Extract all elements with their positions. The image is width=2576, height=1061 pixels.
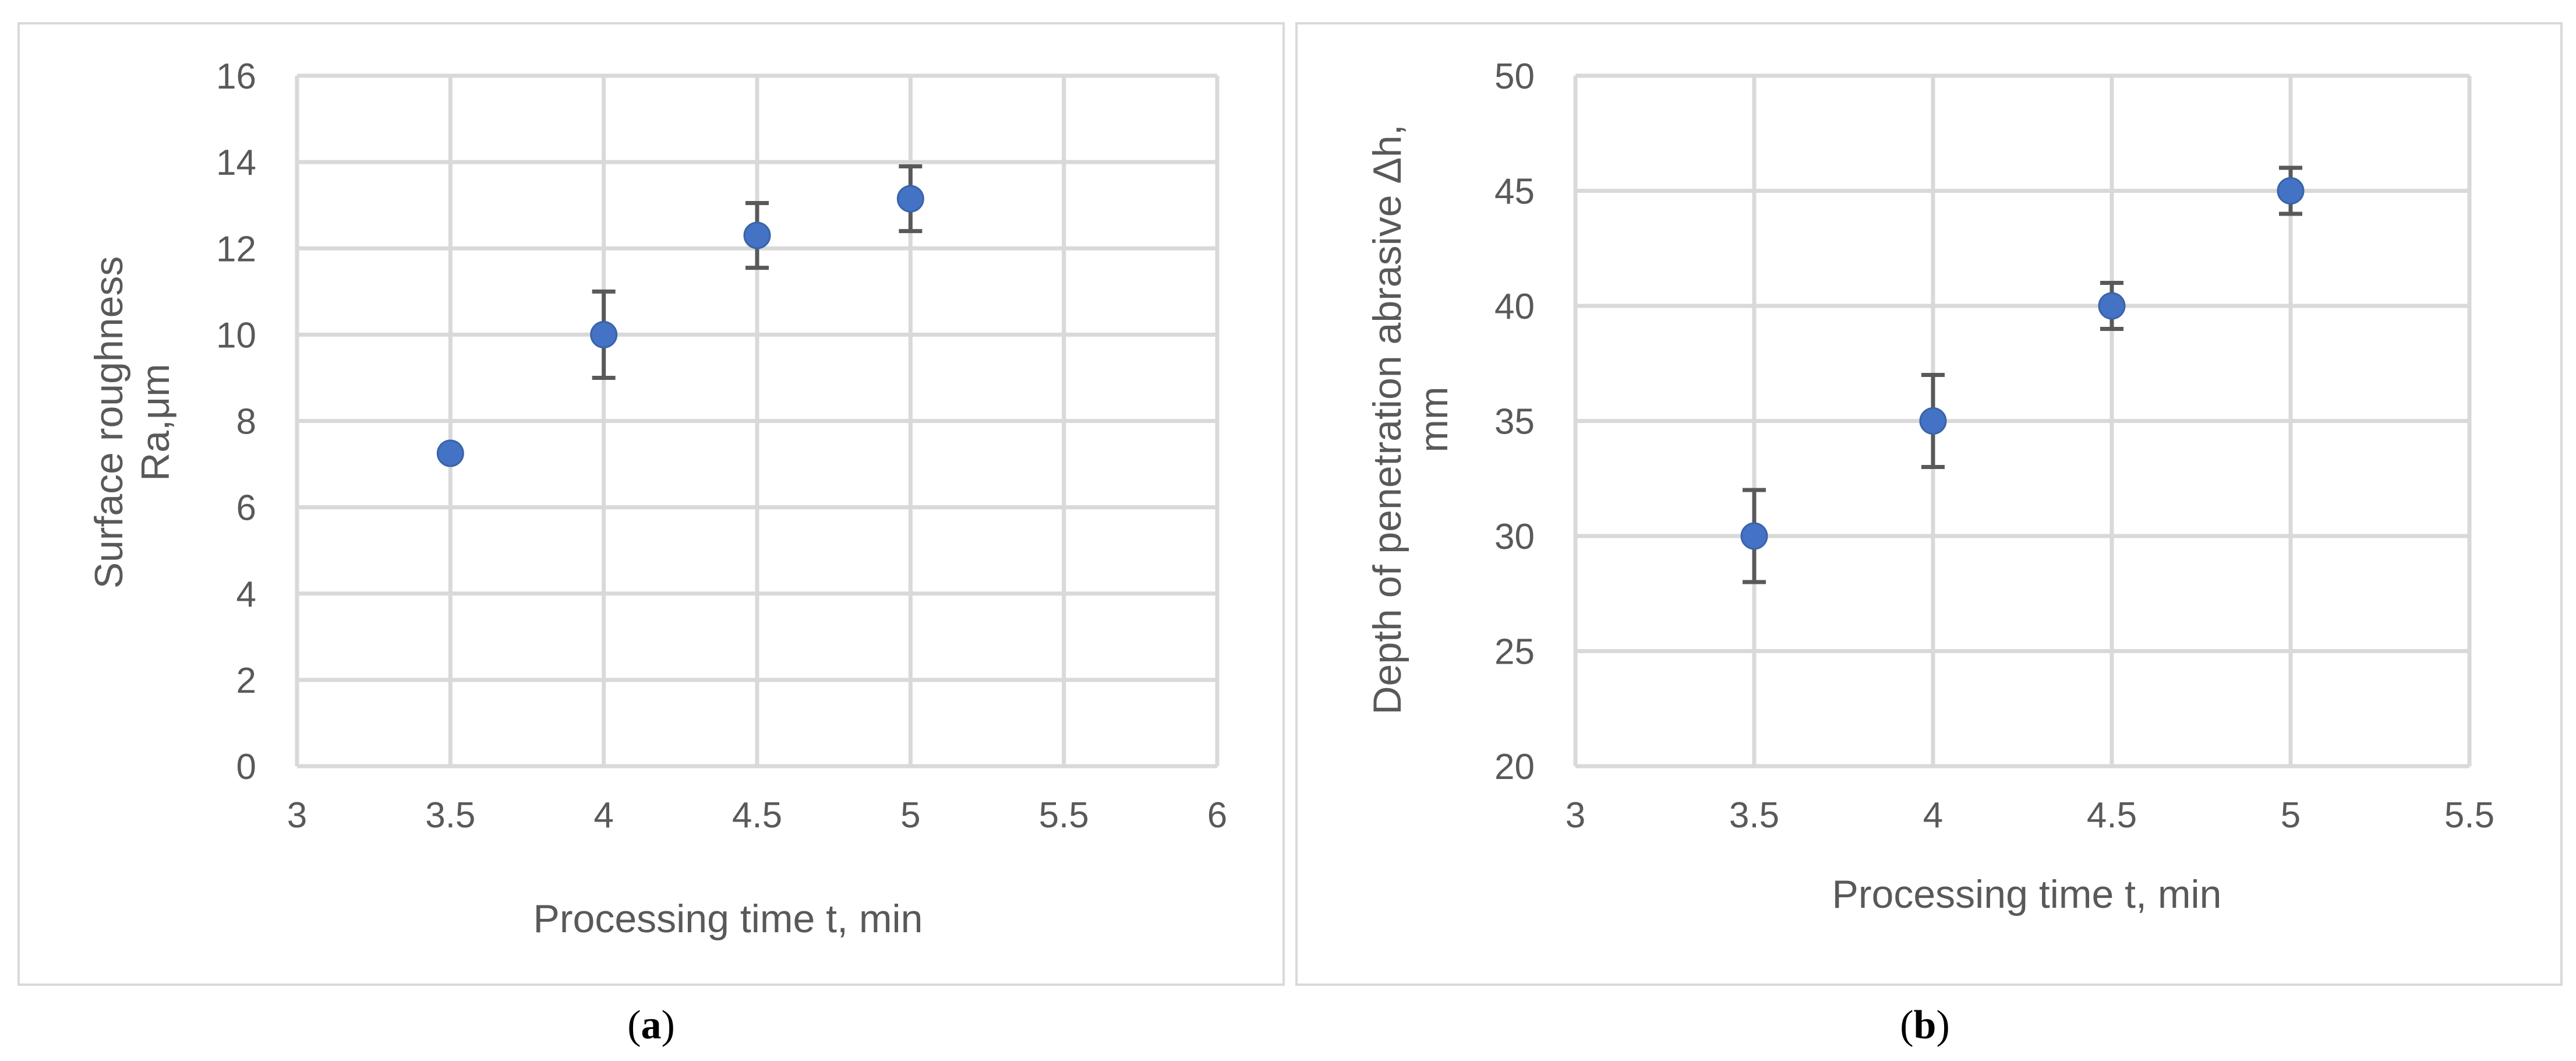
x-tick-label: 6 xyxy=(1207,795,1227,836)
x-axis-title-a: Processing time t, min xyxy=(533,897,923,941)
x-tick-label: 5 xyxy=(900,795,920,836)
y-tick-label: 30 xyxy=(1494,517,1535,557)
caption-a-close: ) xyxy=(662,1003,675,1048)
x-tick-label: 5 xyxy=(2281,795,2301,836)
data-point xyxy=(896,185,924,213)
y-tick-labels-b: 20 25 30 35 40 45 50 xyxy=(1494,57,1535,787)
data-point xyxy=(436,439,464,467)
caption-b-open: ( xyxy=(1900,1003,1913,1048)
x-tick-label: 4.5 xyxy=(732,795,782,836)
x-tick-label: 4.5 xyxy=(2087,795,2137,836)
x-tick-label: 3.5 xyxy=(425,795,475,836)
chart-frame-b xyxy=(1295,22,2563,986)
x-tick-label: 4 xyxy=(1923,795,1943,836)
chart-panel-a: 0 2 4 6 8 10 12 14 16 3 3.5 4 4.5 5 5.5 6 Processing t… xyxy=(17,22,1285,1048)
data-point xyxy=(590,320,618,348)
y-tick-label: 25 xyxy=(1494,632,1535,672)
y-axis-title-b-line2: mm xyxy=(1412,386,1456,452)
y-tick-label: 40 xyxy=(1494,287,1535,327)
x-tick-label: 5.5 xyxy=(2444,795,2494,836)
caption-a-letter: a xyxy=(641,1003,662,1048)
data-point xyxy=(1740,522,1768,550)
y-tick-labels-a: 0 2 4 6 8 10 12 14 16 xyxy=(216,57,256,787)
x-tick-labels-a: 3 3.5 4 4.5 5 5.5 6 xyxy=(287,795,1227,836)
x-tick-label: 4 xyxy=(593,795,613,836)
y-tick-label: 50 xyxy=(1494,57,1535,97)
data-point xyxy=(743,221,771,249)
y-tick-label: 16 xyxy=(216,57,256,97)
y-axis-title-a-line1: Surface roughness xyxy=(87,256,131,589)
y-tick-label: 6 xyxy=(236,488,256,528)
y-tick-label: 14 xyxy=(216,143,256,183)
data-point xyxy=(2277,177,2305,205)
x-tick-label: 3 xyxy=(287,795,307,836)
y-tick-label: 10 xyxy=(216,315,256,355)
y-tick-label: 8 xyxy=(236,402,256,442)
y-axis-title-b-line1: Depth of penetration abrasive Δh, xyxy=(1365,124,1409,714)
y-tick-label: 0 xyxy=(236,747,256,787)
x-axis-title-b: Processing time t, min xyxy=(1832,872,2222,917)
y-tick-label: 12 xyxy=(216,229,256,269)
chart-panel-b: 20 25 30 35 40 45 50 3 3.5 4 4.5 5 5.5 Processing t… xyxy=(1295,22,2563,1048)
x-tick-label: 5.5 xyxy=(1039,795,1089,836)
x-tick-label: 3 xyxy=(1566,795,1585,836)
y-tick-label: 2 xyxy=(236,661,256,701)
y-tick-label: 4 xyxy=(236,574,256,615)
caption-b: (b) xyxy=(1900,1003,1950,1048)
data-point xyxy=(1919,407,1947,435)
caption-a-open: ( xyxy=(627,1003,641,1048)
caption-b-letter: b xyxy=(1914,1003,1937,1048)
chart-frame-a xyxy=(17,22,1285,986)
caption-b-close: ) xyxy=(1936,1003,1949,1048)
x-tick-label: 3.5 xyxy=(1729,795,1779,836)
data-points-b xyxy=(1740,177,2305,550)
y-axis-title-a: Surface roughness Ra,μm xyxy=(87,256,178,589)
data-point xyxy=(2098,292,2126,320)
y-tick-label: 35 xyxy=(1494,402,1535,442)
data-points-a xyxy=(436,185,924,467)
y-axis-title-a-line2: Ra,μm xyxy=(133,364,178,481)
caption-a: (a) xyxy=(627,1003,675,1048)
y-tick-label: 45 xyxy=(1494,172,1535,212)
y-tick-label: 20 xyxy=(1494,747,1535,787)
x-tick-labels-b: 3 3.5 4 4.5 5 5.5 xyxy=(1566,795,2494,836)
y-axis-title-b: Depth of penetration abrasive Δh, mm xyxy=(1365,124,1456,714)
